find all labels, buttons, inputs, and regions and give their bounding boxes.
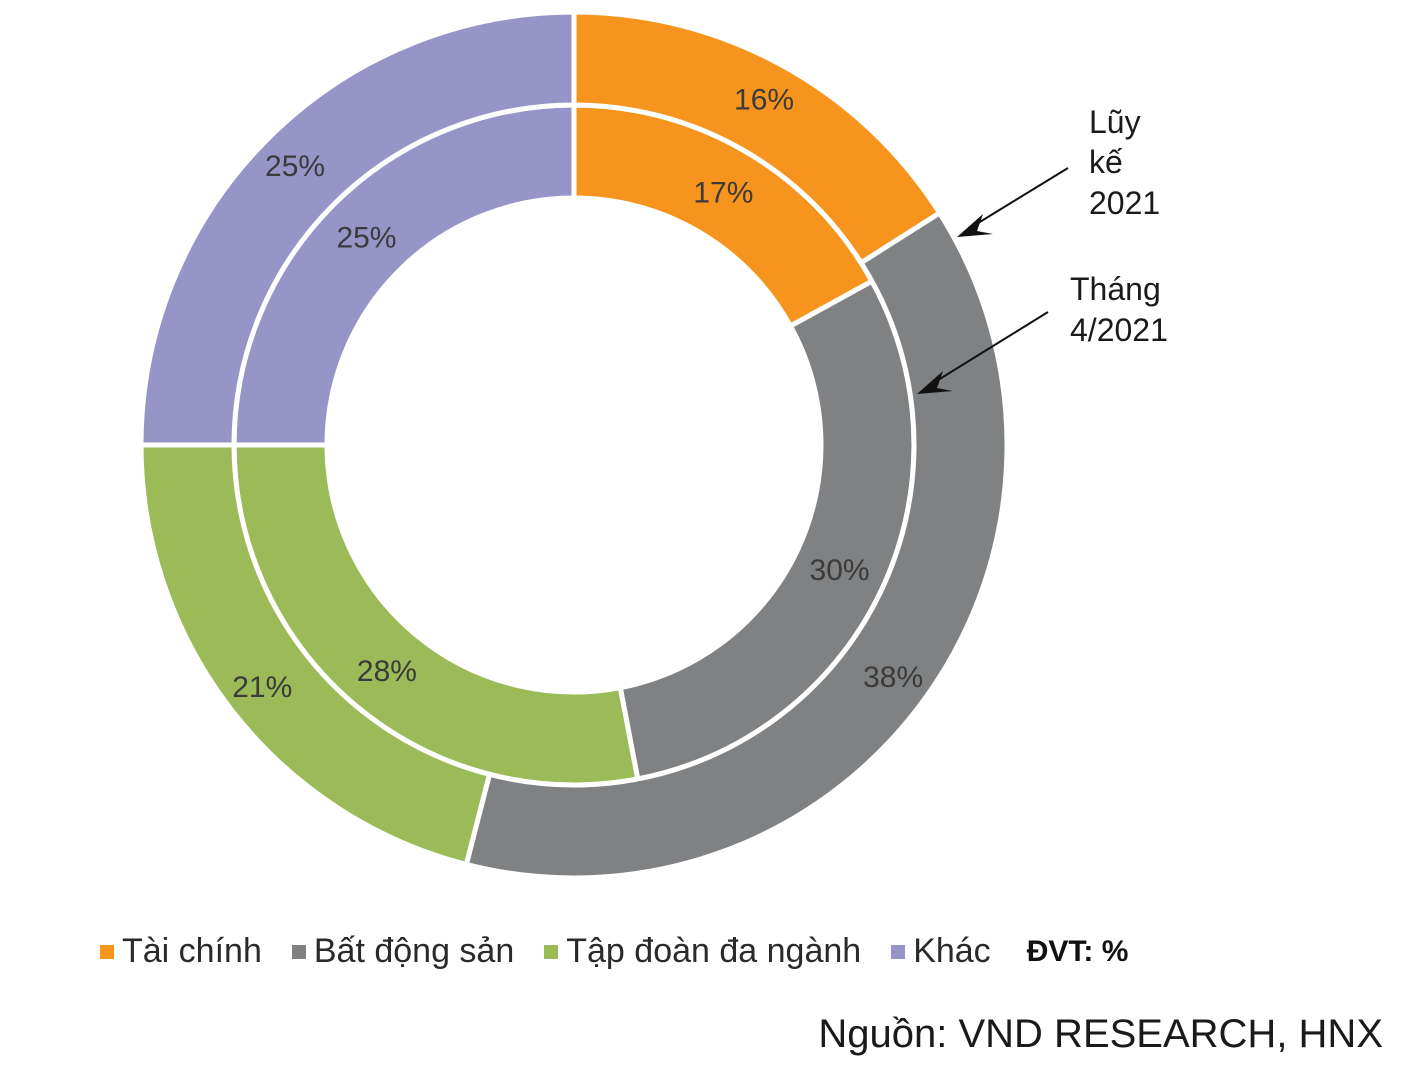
- legend-swatch-bat-dong-san: [291, 944, 306, 959]
- annotation-inner: Tháng 4/2021: [1070, 271, 1170, 348]
- legend-swatch-tap-doan: [544, 944, 559, 959]
- legend: Tài chính Bất động sản Tập đoàn đa ngành…: [100, 932, 1128, 971]
- inner-label-bat-dong-san: 30%: [810, 554, 870, 587]
- annotation-outer-line-3: 2021: [1089, 185, 1160, 221]
- outer-label-bat-dong-san: 38%: [863, 661, 923, 694]
- inner-label-tai-chinh: 17%: [693, 176, 753, 209]
- outer-slice-khac: [138, 9, 577, 448]
- inner-label-tap-doan: 28%: [357, 655, 417, 688]
- annotation-outer: Lũy kế 2021: [1089, 104, 1160, 221]
- legend-item-bat-dong-san: Bất động sản: [291, 932, 515, 971]
- legend-swatch-tai-chinh: [100, 944, 114, 959]
- legend-label-tai-chinh: Tài chính: [122, 932, 262, 970]
- legend-item-tai-chinh: Tài chính: [100, 932, 262, 971]
- annotation-outer-line-1: Lũy: [1089, 104, 1141, 140]
- annotation-outer-line-2: kế: [1089, 144, 1123, 180]
- outer-slice-bat-dong-san: [463, 209, 1010, 881]
- legend-label-bat-dong-san: Bất động sản: [313, 932, 515, 970]
- outer-label-tai-chinh: 16%: [734, 83, 794, 116]
- annotations: Lũy kế 2021 Tháng 4/2021: [917, 104, 1170, 394]
- legend-item-khac: Khác: [891, 932, 991, 971]
- source-note: Nguồn: VND RESEARCH, HNX: [818, 1012, 1383, 1056]
- arrow-outer-head: [957, 214, 993, 237]
- legend-label-khac: Khác: [913, 932, 991, 970]
- donut-chart: 17% 30% 28% 25% 16% 38% 21% 25% Lũy kế 2021 Thá…: [138, 9, 1170, 881]
- legend-item-tap-doan: Tập đoàn đa ngành: [544, 932, 861, 971]
- legend-swatch-khac: [891, 944, 906, 959]
- unit-label: ĐVT: %: [1026, 934, 1129, 968]
- arrow-outer-line: [969, 167, 1069, 229]
- inner-label-khac: 25%: [336, 221, 396, 254]
- arrow-inner-line: [929, 311, 1049, 386]
- annotation-inner-line-2: 4/2021: [1070, 312, 1168, 348]
- annotation-inner-line-1: Tháng: [1070, 271, 1161, 307]
- arrow-inner-head: [917, 371, 953, 394]
- legend-label-tap-doan: Tập đoàn đa ngành: [566, 932, 862, 970]
- outer-label-khac: 25%: [265, 150, 325, 183]
- outer-label-tap-doan: 21%: [232, 671, 292, 704]
